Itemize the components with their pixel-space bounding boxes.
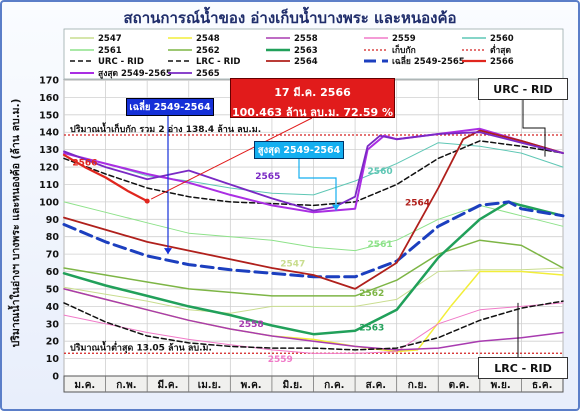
y-tick-label: 170 [39,76,59,87]
y-tick-label: 20 [46,337,60,348]
y-axis-label: ปริมาณน้ำในอ่างฯ บางพระ และหนองค้อ (ล้าน… [7,99,22,348]
y-tick-label: 70 [46,250,60,261]
x-tick-label: ก.ค. [324,380,344,391]
legend-label: 2547 [98,34,122,44]
average-box: เฉลี่ย 2549-2564 [126,98,214,116]
y-tick-label: 10 [46,354,60,365]
x-tick-label: ส.ค. [366,380,386,391]
y-tick-label: 100 [39,197,59,208]
x-tick-label: ต.ค. [449,380,470,391]
x-tick-label: ก.ย. [408,380,428,391]
y-tick-label: 60 [46,267,60,278]
series-line-2560 [63,142,564,196]
series-line-2563 [62,200,565,336]
reference-label-min_level: ปริมาณน้ำต่ำสุด 13.05 ล้าน ลบ.ม. [70,340,212,353]
reference-label-retention: ปริมาณน้ำเก็บกัก รวม 2 อ่าง 138.4 ล้าน ล… [70,122,261,135]
x-tick-label: มิ.ย. [283,379,303,391]
legend-label: สูงสุด 2549-2565 [98,69,172,79]
x-tick-label: พ.ค. [241,380,262,391]
series-line-2558 [63,288,564,351]
series-line-2562 [63,239,564,297]
legend-label: 2564 [294,57,318,67]
current-value-box: 17 มี.ค. 2566 100.463 ล้าน ลบ.ม. 72.59 % [230,78,395,119]
legend-label: URC - RID [98,57,144,67]
average-pointer-head [164,248,172,255]
series-line-urc-rid [63,140,564,207]
series-line-2559 [63,302,564,354]
urc-pointer [522,100,546,157]
series-line-lrc-rid [63,300,564,351]
series-labels: 2547 2559 2560 2561 2562 2558 2563 2564 2565 2566 [72,158,430,365]
lrc-box: LRC - RID [478,357,568,379]
current-date: 17 มี.ค. 2566 [274,86,351,99]
legend-label: ต่ำสุด [490,43,511,56]
maximum-box-text: สูงสุด 2549-2564 [257,145,341,156]
series-label-2563: 2563 [359,324,384,334]
current-value-marker [144,198,150,204]
x-tick-label: พ.ย. [491,380,511,391]
legend-label: 2560 [490,34,514,44]
legend-label: 2565 [196,69,220,79]
y-tick-label: 40 [46,302,60,313]
y-tick-label: 80 [46,232,60,243]
legend-label: เก็บกัก [392,43,416,56]
annotation-pointers [150,100,546,357]
y-tick-label: 140 [39,128,59,139]
maximum-pointer-head [332,204,340,211]
legend-label: 2559 [392,34,416,44]
series-label-2559: 2559 [268,355,293,365]
y-tick-label: 30 [46,319,60,330]
series-line-2547 [63,267,564,314]
series-label-2564: 2564 [405,198,430,208]
legend-label: 2548 [196,34,220,44]
x-tick-label: ม.ค. [74,380,95,391]
legend-label: 2561 [98,46,122,56]
y-tick-label: 150 [39,110,59,121]
series-label-2566: 2566 [72,158,97,168]
x-tick-label: มี.ค. [158,379,179,391]
series-line-2566 [62,153,149,203]
y-tick-label: 160 [39,93,59,104]
series-label-2560: 2560 [368,167,393,177]
maximum-box: สูงสุด 2549-2564 [254,141,344,159]
x-tick-label: ก.พ. [116,380,136,391]
y-tick-label: 0 [52,372,59,383]
series-label-2547: 2547 [280,259,305,269]
series-label-2558: 2558 [239,320,264,330]
y-axis: 0 10 20 30 40 50 60 70 80 90 100 110 120 130 140 150 160… [39,76,59,383]
legend: 2547 2548 2558 2559 2560 2561 2562 2563 เก็บกัก ต… [63,28,564,80]
x-tick-label: เม.ย. [198,380,221,391]
x-axis: ม.ค. ก.พ. มี.ค. เม.ย. พ.ค. มิ.ย. ก.ค. ส.ค. ก.ย. ต… [63,375,564,393]
urc-box: URC - RID [478,78,568,100]
current-value: 100.463 ล้าน ลบ.ม. 72.59 % [231,106,393,119]
maximum-pointer [298,159,337,211]
average-box-text: เฉลี่ย 2549-2564 [129,102,211,113]
y-tick-label: 50 [46,284,60,295]
legend-label: 2563 [294,46,318,56]
legend-label: 2558 [294,34,318,44]
series-label-2565: 2565 [255,172,280,182]
series-layer [62,127,565,354]
series-label-2561: 2561 [368,240,393,250]
lrc-box-text: LRC - RID [494,362,552,375]
legend-label: เฉลี่ย 2549-2565 [392,54,465,67]
x-tick-label: ธ.ค. [532,380,552,391]
legend-label: 2566 [490,57,514,67]
chart-title: สถานการณ์น้ำของ อ่างเก็บน้ำบางพระ และหนอ… [123,9,457,27]
urc-box-text: URC - RID [493,83,553,96]
legend-label: 2562 [196,46,220,56]
y-tick-label: 110 [39,180,59,191]
current-value-pointer [150,117,313,200]
series-label-2562: 2562 [359,289,384,299]
series-line-2549-2565 [62,200,565,279]
y-tick-label: 130 [39,145,59,156]
y-tick-label: 120 [39,163,59,174]
legend-label: LRC - RID [196,57,240,67]
y-tick-label: 90 [46,215,60,226]
